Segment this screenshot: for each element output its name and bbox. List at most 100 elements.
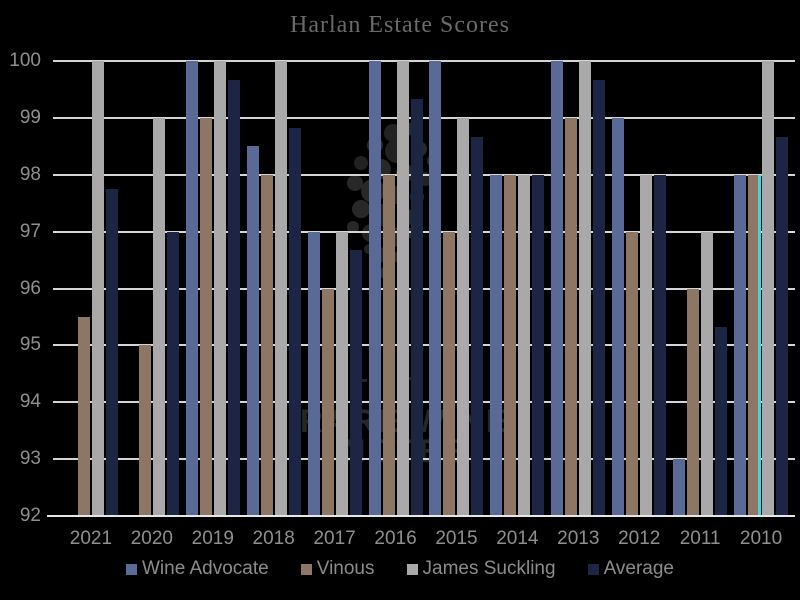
x-axis-label-2020: 2020 (130, 528, 173, 549)
bar-average-2016 (410, 99, 423, 516)
bar-average-2021 (105, 188, 118, 516)
y-axis-label-94: 94 (19, 391, 41, 413)
y-axis-label-95: 95 (19, 334, 41, 356)
bar-wine-advocate-2012 (612, 117, 625, 516)
x-axis-label-2011: 2011 (679, 528, 721, 549)
x-axis-label-2019: 2019 (191, 528, 234, 549)
legend-label-wine-advocate: Wine Advocate (141, 558, 269, 579)
x-axis-label-2021: 2021 (69, 528, 113, 549)
bar-vinous-2010 (748, 174, 761, 516)
gridline-100 (53, 60, 795, 62)
gridline-96 (53, 287, 795, 290)
bar-james-suckling-2014 (518, 174, 531, 516)
bar-average-2013 (593, 79, 606, 516)
y-axis-label-99: 99 (19, 106, 41, 128)
x-axis-label-2015: 2015 (435, 528, 478, 549)
bar-group-2019 (185, 61, 240, 516)
y-axis-label-92: 92 (19, 505, 41, 526)
bar-wine-advocate-2010 (734, 174, 747, 516)
bar-group-2013 (551, 61, 606, 516)
bar-group-2012 (612, 61, 667, 516)
bar-average-2011 (715, 326, 728, 516)
bar-vinous-2019 (199, 117, 212, 516)
bar-james-suckling-2016 (396, 61, 409, 516)
x-axis-label-2016: 2016 (374, 528, 417, 549)
legend-item-vinous: Vinous (300, 558, 375, 580)
bar-group-2017 (307, 61, 362, 516)
bar-wine-advocate-2015 (429, 61, 442, 516)
bar-vinous-2021 (77, 316, 90, 516)
legend: Wine Advocate Vinous James Suckling Average (0, 558, 800, 580)
bar-james-suckling-2017 (335, 231, 348, 516)
bar-james-suckling-2013 (579, 61, 592, 516)
y-axis-label-100: 100 (9, 50, 41, 71)
x-axis-label-2017: 2017 (313, 528, 356, 549)
bar-group-2015 (429, 61, 484, 516)
highlight-stripe-2010 (758, 174, 762, 516)
bar-wine-advocate-2018 (246, 146, 259, 516)
legend-swatch-wine-advocate (125, 563, 137, 575)
watermark-grape (354, 156, 368, 170)
x-axis-label-2013: 2013 (557, 528, 600, 549)
bar-wine-advocate-2013 (551, 61, 564, 516)
bar-average-2019 (227, 79, 240, 516)
bar-group-2021 (64, 61, 118, 516)
gridline-92 (47, 515, 795, 517)
watermark-grape (347, 175, 363, 191)
bar-vinous-2018 (260, 174, 273, 516)
gridline-98 (53, 173, 795, 176)
legend-item-james-suckling: James Suckling (406, 558, 556, 580)
legend-swatch-james-suckling (406, 563, 418, 575)
bar-group-2018 (246, 61, 301, 516)
bar-wine-advocate-2016 (368, 61, 381, 516)
bar-vinous-2017 (321, 288, 334, 516)
legend-label-average: Average (603, 558, 674, 579)
bar-group-2010 (734, 61, 789, 516)
bar-group-2014 (490, 61, 545, 516)
bar-average-2018 (288, 127, 301, 516)
legend-label-vinous: Vinous (316, 558, 375, 579)
legend-swatch-vinous (300, 563, 312, 575)
bar-james-suckling-2020 (152, 117, 165, 516)
y-axis-label-98: 98 (19, 163, 41, 185)
bar-wine-advocate-2011 (673, 459, 686, 516)
gridline-97 (53, 230, 795, 233)
bar-james-suckling-2018 (274, 61, 287, 516)
legend-item-average: Average (587, 558, 674, 580)
bar-average-2014 (532, 174, 545, 516)
bar-james-suckling-2015 (457, 117, 470, 516)
bar-group-2020 (125, 61, 179, 516)
gridline-94 (53, 401, 795, 404)
bar-james-suckling-2012 (640, 174, 653, 516)
x-axis-labels: 2021 2020 2019 2018 2017 2016 2015 2014 2013 2012… (57, 528, 795, 550)
bar-vinous-2013 (565, 117, 578, 516)
bar-vinous-2020 (138, 345, 151, 516)
x-axis-label-2018: 2018 (252, 528, 295, 549)
bar-average-2020 (166, 231, 179, 516)
watermark-grape (352, 200, 370, 218)
legend-label-james-suckling: James Suckling (422, 558, 556, 579)
bar-average-2017 (349, 250, 362, 516)
x-axis-label-2012: 2012 (618, 528, 661, 549)
legend-item-wine-advocate: Wine Advocate (125, 558, 269, 580)
bar-wine-advocate-2014 (490, 174, 503, 516)
gridline-93 (53, 458, 795, 461)
bar-average-2010 (776, 136, 789, 516)
bar-james-suckling-2011 (701, 231, 714, 516)
bar-vinous-2015 (443, 231, 456, 516)
gridline-99 (53, 116, 795, 119)
x-axis-label-2010: 2010 (739, 528, 783, 549)
y-axis-label-96: 96 (19, 277, 41, 299)
watermark-grape (347, 221, 359, 233)
bar-average-2012 (654, 174, 667, 516)
bar-vinous-2012 (626, 231, 639, 516)
bar-vinous-2014 (504, 174, 517, 516)
chart-title: Harlan Estate Scores (290, 12, 510, 38)
bar-james-suckling-2010 (762, 61, 775, 516)
y-axis-label-93: 93 (19, 448, 41, 470)
bar-vinous-2016 (382, 174, 395, 516)
y-axis-label-97: 97 (19, 220, 41, 242)
bar-group-2016 (368, 61, 423, 516)
